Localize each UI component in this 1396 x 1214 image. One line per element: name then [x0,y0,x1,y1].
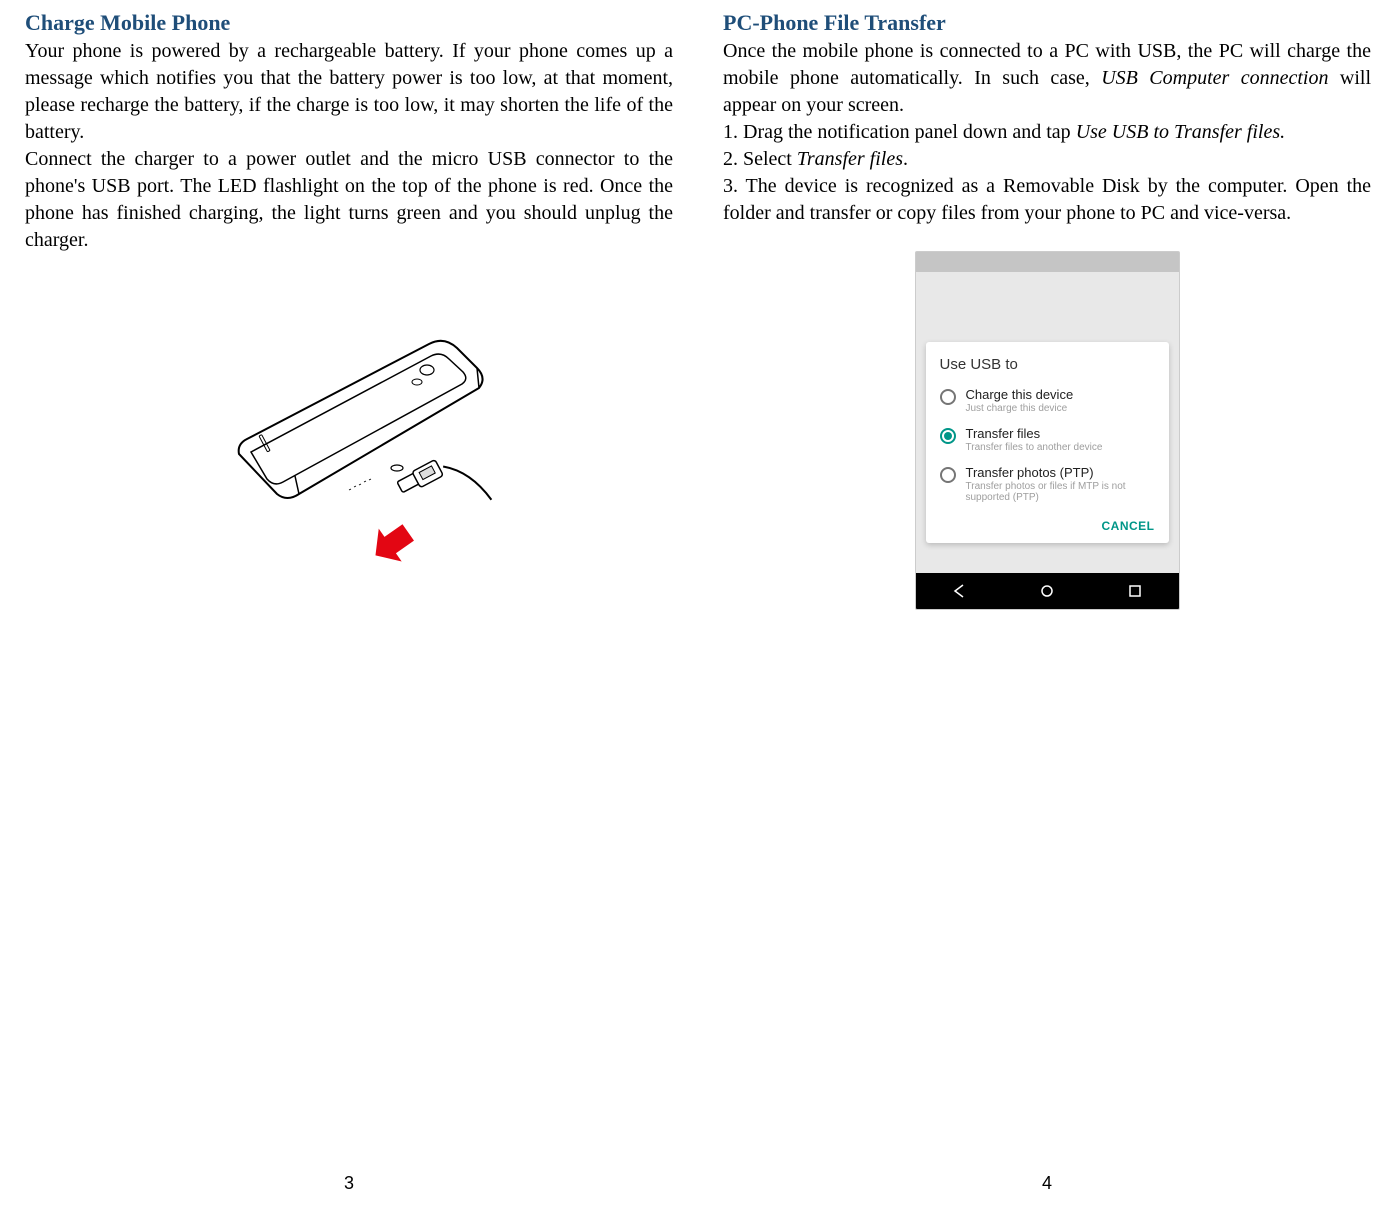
dialog-actions: CANCEL [926,509,1169,537]
radio-icon [940,467,956,483]
page-number-left: 3 [344,1173,354,1194]
radio-option-charge[interactable]: Charge this device Just charge this devi… [926,381,1169,420]
charge-heading: Charge Mobile Phone [25,10,673,36]
radio-label: Transfer files [966,426,1103,441]
intro-italic: USB Computer connection [1101,67,1328,89]
step3: 3. The device is recognized as a Removab… [723,173,1371,227]
step2-pre: 2. Select [723,148,797,170]
phone-screenshot: Use USB to Charge this device Just charg… [723,251,1371,610]
right-page: PC-Phone File Transfer Once the mobile p… [698,0,1396,1214]
radio-label: Charge this device [966,387,1074,402]
step1-pre: 1. Drag the notification panel down and … [723,121,1076,143]
page-number-right: 4 [1042,1173,1052,1194]
phone-charging-diagram [25,314,673,614]
transfer-heading: PC-Phone File Transfer [723,10,1371,36]
radio-option-ptp[interactable]: Transfer photos (PTP) Transfer photos or… [926,459,1169,509]
step2-italic: Transfer files [797,148,903,170]
radio-sublabel: Just charge this device [966,403,1074,414]
usb-dialog: Use USB to Charge this device Just charg… [926,342,1169,543]
recent-icon[interactable] [1127,583,1143,599]
phone-svg [159,314,539,614]
radio-label: Transfer photos (PTP) [966,465,1155,480]
charge-para1: Your phone is powered by a rechargeable … [25,38,673,146]
radio-sublabel: Transfer files to another device [966,442,1103,453]
step1: 1. Drag the notification panel down and … [723,119,1371,146]
step2: 2. Select Transfer files. [723,146,1371,173]
charge-para2: Connect the charger to a power outlet an… [25,146,673,254]
android-nav-bar [916,573,1179,609]
step1-italic: Use USB to Transfer files. [1076,121,1285,143]
step2-post: . [903,148,908,170]
left-page: Charge Mobile Phone Your phone is powere… [0,0,698,1214]
radio-icon [940,389,956,405]
radio-sublabel: Transfer photos or files if MTP is not s… [966,481,1155,503]
radio-icon-selected [940,428,956,444]
android-screenshot: Use USB to Charge this device Just charg… [915,251,1180,610]
back-icon[interactable] [951,583,967,599]
home-icon[interactable] [1039,583,1055,599]
radio-option-transfer-files[interactable]: Transfer files Transfer files to another… [926,420,1169,459]
status-bar [916,252,1179,272]
dialog-title: Use USB to [926,356,1169,381]
cancel-button[interactable]: CANCEL [1102,519,1155,533]
transfer-intro: Once the mobile phone is connected to a … [723,38,1371,119]
